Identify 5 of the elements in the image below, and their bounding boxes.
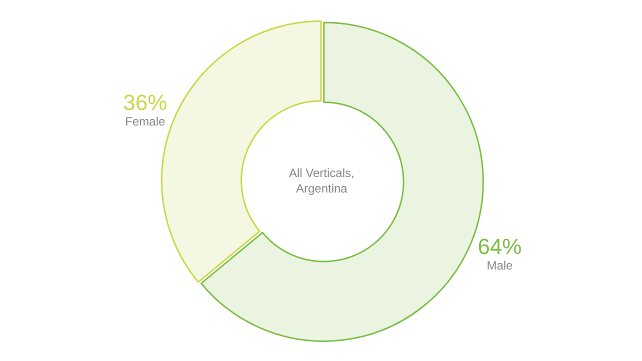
slice-label: Female	[125, 114, 166, 128]
slice-label: Male	[486, 258, 514, 272]
text: All Verticals, Argentina	[289, 166, 354, 196]
data-label: 36%	[123, 90, 168, 115]
data-label: 64%	[478, 234, 522, 259]
